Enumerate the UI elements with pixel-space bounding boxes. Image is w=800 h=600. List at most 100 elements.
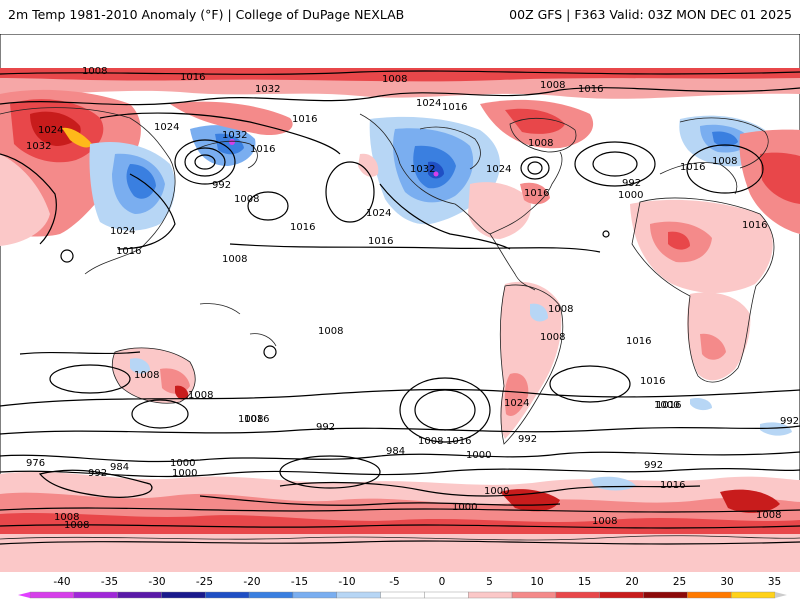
model-run-info: 00Z GFS | F363 Valid: 03Z MON DEC 01 202… [509,7,792,22]
isobar-label: 1008 [418,436,443,447]
isobar-label: 992 [88,468,107,479]
isobar-label: 1016 [524,188,549,199]
coastlines [0,107,800,541]
isobar-label: 1000 [654,400,679,411]
isobar-label: 1008 [318,326,343,337]
colorbar-tick-label: 35 [768,576,781,588]
isobar-label: 1008 [540,332,565,343]
header: 2m Temp 1981-2010 Anomaly (°F) | College… [0,0,800,34]
isobar-label: 992 [316,422,335,433]
colorbar-swatch [511,591,557,599]
isobar-label: 1008 [528,138,553,149]
isobar-label: 1000 [172,468,197,479]
isobar-label: 1008 [234,194,259,205]
isobar-label: 1024 [486,164,511,175]
colorbar-tick-label: 10 [530,576,543,588]
colorbar-tick-label: -5 [389,576,399,588]
isobar-label: 1016 [290,222,315,233]
colorbar-swatch [555,591,600,599]
colorbar-tick-label: 0 [439,576,446,588]
isobar-label: 1016 [742,220,767,231]
isobar-label: 1016 [656,400,681,411]
colorbar-tick-label: -35 [101,576,118,588]
isobar-label: 1008 [540,80,565,91]
colorbar-swatch [468,591,513,599]
colorbar-swatch [292,591,337,599]
color-scale-legend: -40-35-30-25-20-15-10-50510152025303540 [18,576,787,599]
isobar-label: 1024 [416,98,441,109]
colorbar-swatch [643,591,688,599]
colorbar-tick-label: 20 [625,576,638,588]
isobar-label: 1008 [756,510,781,521]
sea-level-pressure-isobars [0,70,800,545]
colorbar-max-arrow [775,592,787,598]
colorbar-swatch [29,591,75,599]
isobar-label: 1016 [180,72,205,83]
colorbar-tick-label: -20 [243,576,260,588]
colorbar-tick-label: -30 [148,576,165,588]
isobar-label: 1016 [292,114,317,125]
isobar-label: 1008 [82,66,107,77]
colorbar-swatch [424,591,469,599]
map-title: 2m Temp 1981-2010 Anomaly (°F) | College… [8,7,405,22]
colorbar-swatch [73,591,118,599]
isobar-label: 1016 [446,436,471,447]
isobar-label: 1008 [222,254,247,265]
isobar-label: 1016 [660,480,685,491]
isobar-label: 992 [518,434,537,445]
colorbar-tick-label: -25 [196,576,213,588]
isobar-label: 984 [386,446,405,457]
colorbar-swatch [687,591,732,599]
colorbar-tick-label: -40 [53,576,70,588]
colorbar-swatch [380,591,425,599]
isobar-label: 1008 [64,520,89,531]
isobar-label: 1008 [134,370,159,381]
isobar-label: 1008 [548,304,573,315]
isobar-label: 1000 [452,502,477,513]
isobar-label: 992 [780,416,799,427]
isobar-label: 1016 [442,102,467,113]
colorbar-swatches [18,591,787,599]
isobar-label: 1024 [366,208,391,219]
colorbar-tick-label: 15 [578,576,591,588]
isobar-label: 1024 [110,226,135,237]
colorbar-min-arrow [18,592,30,598]
colorbar-swatch [599,591,644,599]
isobar-label: 1000 [618,190,643,201]
colorbar-tick-label: 25 [673,576,686,588]
colorbar-tick-label: 5 [486,576,493,588]
isobar-label: 1008 [592,516,617,527]
colorbar-swatch [248,591,294,599]
isobar-label: 1000 [466,450,491,461]
colorbar-tick-label: -10 [338,576,355,588]
isobar-label: 984 [110,462,129,473]
isobar-label: 1008 [188,390,213,401]
colorbar-swatch [117,591,162,599]
isobar-label: 1008 [54,512,79,523]
isobar-label: 1016 [640,376,665,387]
isobar-label: 1024 [38,125,63,136]
colorbar-swatch [730,591,776,599]
isobar-label: 1016 [626,336,651,347]
colorbar-tick-label: 30 [720,576,733,588]
isobar-label: 1032 [222,130,247,141]
colorbar-tick-label: -15 [291,576,308,588]
isobar-label: 1016 [680,162,705,173]
colorbar-tick-labels: -40-35-30-25-20-15-10-50510152025303540 [53,576,781,588]
colorbar-swatch [205,591,250,599]
isobar-label: 1016 [250,144,275,155]
isobar-label: 1016 [116,246,141,257]
isobar-label: 1032 [26,141,51,152]
isobar-label: 1016 [244,414,269,425]
isobar-label: 1024 [504,398,529,409]
isobar-label: 1016 [368,236,393,247]
isobar-label: 1000 [170,458,195,469]
isobar-label: 976 [26,458,45,469]
isobar-label: 992 [212,180,231,191]
isobar-label: 1000 [484,486,509,497]
isobar-label: 1024 [154,122,179,133]
colorbar-swatch [161,591,206,599]
isobar-label: 1032 [410,164,435,175]
